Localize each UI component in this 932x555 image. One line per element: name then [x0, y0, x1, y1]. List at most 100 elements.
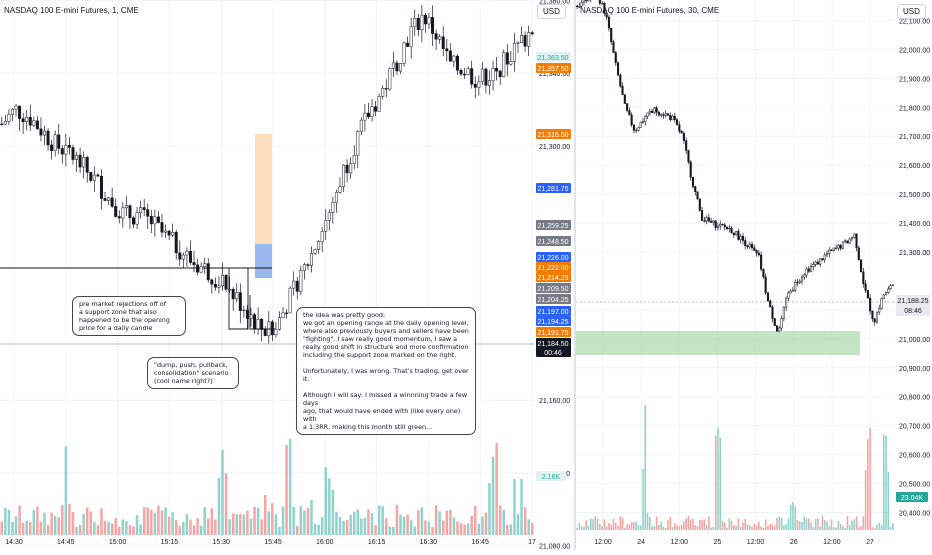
candle — [512, 43, 516, 62]
volume-bar — [296, 525, 299, 535]
candle — [67, 144, 71, 148]
candle — [887, 288, 890, 293]
volume-bar — [792, 502, 794, 530]
volume-bar — [698, 519, 701, 530]
candle — [773, 318, 776, 326]
candle — [764, 276, 767, 293]
candle — [771, 306, 774, 319]
candle — [694, 186, 697, 192]
volume-bar — [164, 507, 167, 535]
candle — [153, 216, 157, 225]
volume-bar — [189, 519, 192, 535]
candle — [171, 231, 175, 236]
volume-bar — [75, 526, 78, 535]
volume-bar — [612, 518, 615, 530]
candle — [203, 263, 207, 267]
volume-bar — [835, 527, 837, 530]
candle — [616, 62, 620, 76]
volume-bar — [626, 524, 628, 530]
candle — [96, 174, 100, 177]
volume-bar — [692, 518, 694, 530]
volume-bar — [619, 516, 622, 530]
left-chart[interactable]: 21,380.00 21,340.00 21,300.00 21,160.00 21,1… — [0, 0, 574, 551]
candle — [0, 123, 4, 126]
candle — [85, 157, 89, 173]
volume-bar — [242, 514, 246, 535]
left-chart-panel[interactable]: 21,380.00 21,340.00 21,300.00 21,160.00 21,1… — [0, 0, 574, 551]
candle — [338, 186, 342, 193]
volume-bar — [719, 437, 722, 530]
price-tick-label: 20,500.00 — [899, 482, 930, 489]
note-trade-idea[interactable]: the idea was pretty good: we got an open… — [296, 307, 476, 435]
volume-bar — [324, 467, 327, 535]
volume-bar — [601, 526, 603, 530]
price-badge-text: 21,363.50 — [537, 55, 568, 62]
left-currency-button[interactable]: USD — [537, 4, 566, 19]
candle — [582, 0, 585, 3]
candle — [455, 55, 459, 71]
candle — [466, 68, 470, 75]
price-tick-label: 21,800.00 — [899, 105, 930, 112]
candle — [750, 243, 754, 248]
note-scenario[interactable]: "dump, push, pullback, consolidation" sc… — [147, 357, 239, 389]
volume-bar — [356, 509, 360, 535]
candle — [139, 207, 143, 213]
time-tick-label: 26 — [790, 539, 798, 546]
volume-bar — [819, 526, 821, 530]
candle — [28, 116, 32, 126]
note-premarket[interactable]: pre market rejections off of a support z… — [72, 296, 186, 336]
volume-badge — [536, 471, 566, 481]
candle — [135, 212, 139, 225]
volume-bar — [481, 516, 484, 535]
volume-bar — [857, 527, 860, 530]
volume-bar — [409, 520, 413, 535]
volume-bar — [306, 507, 310, 535]
candle — [844, 240, 847, 243]
volume-bar — [374, 525, 377, 535]
candle — [855, 233, 858, 249]
candle — [680, 130, 683, 134]
candle — [760, 254, 763, 270]
volume-bar — [871, 527, 874, 530]
volume-bar — [789, 504, 792, 530]
candle — [889, 285, 892, 290]
volume-bar — [855, 516, 858, 530]
volume-bar — [210, 508, 214, 535]
volume-bar — [146, 507, 149, 535]
volume-bar — [651, 526, 653, 530]
volume-bar — [11, 521, 14, 535]
candle — [891, 284, 894, 286]
candle — [841, 241, 844, 249]
price-badge — [536, 283, 571, 293]
volume-bar — [810, 522, 812, 530]
right-chart-panel[interactable]: 22,200.0022,100.0022,000.0021,900.0021,8… — [576, 0, 932, 550]
volume-bar — [814, 519, 817, 530]
candle — [698, 198, 701, 211]
candle — [746, 245, 749, 248]
volume-bar — [644, 404, 647, 530]
volume-bar — [758, 521, 760, 530]
volume-bar — [728, 518, 731, 530]
volume-bar — [178, 526, 182, 535]
volume-bar — [796, 520, 799, 530]
candle — [691, 176, 695, 187]
candle — [238, 292, 242, 311]
time-tick-label: 25 — [714, 539, 722, 546]
volume-bar — [260, 519, 263, 535]
candle — [256, 318, 260, 330]
volume-bar — [887, 471, 890, 530]
volume-bar — [878, 522, 881, 530]
right-chart[interactable]: 22,200.0022,100.0022,000.0021,900.0021,8… — [576, 0, 932, 550]
price-badge — [536, 220, 571, 230]
volume-bar — [495, 442, 498, 535]
volume-bar — [498, 505, 502, 535]
right-currency-button[interactable]: USD — [897, 4, 926, 19]
volume-bar — [585, 520, 588, 530]
candle — [632, 124, 635, 131]
volume-bar — [50, 512, 53, 535]
panel-separator[interactable] — [574, 0, 576, 550]
support-zone — [576, 331, 860, 355]
volume-bar — [441, 520, 445, 535]
candle — [641, 121, 645, 123]
volume-bar — [862, 516, 865, 530]
